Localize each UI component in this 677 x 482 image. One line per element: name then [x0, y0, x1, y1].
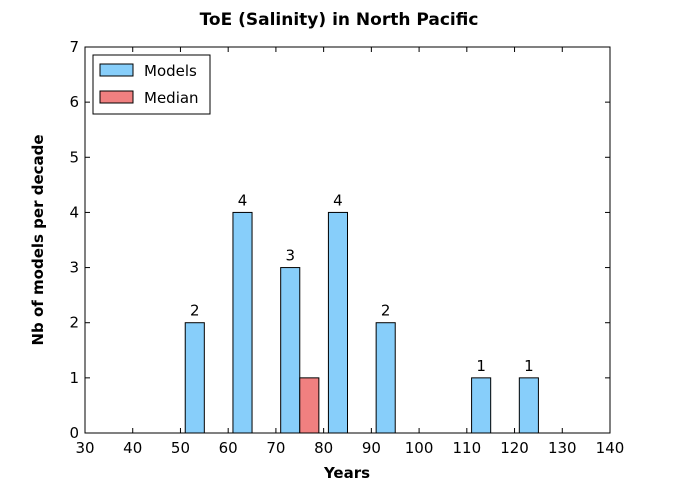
x-tick-label: 120	[500, 439, 529, 457]
y-tick-label: 6	[69, 93, 79, 111]
x-tick-label: 40	[123, 439, 142, 457]
bar-models-0	[184, 322, 205, 434]
x-tick-label: 110	[452, 439, 481, 457]
y-axis-ticks: 0 1 2 3 4 5 6 7	[69, 38, 610, 442]
data-label-models-3: 4	[333, 191, 343, 209]
legend-swatch-models	[99, 63, 134, 77]
bar-models-5	[471, 377, 492, 434]
y-tick-label: 4	[69, 203, 79, 221]
y-tick-label: 5	[69, 148, 79, 166]
bar-models-2	[280, 267, 301, 434]
x-tick-label: 90	[362, 439, 381, 457]
y-tick-label: 3	[69, 259, 79, 277]
x-tick-label: 140	[596, 439, 625, 457]
y-tick-label: 1	[69, 369, 79, 387]
x-tick-label: 50	[171, 439, 190, 457]
chart-title: ToE (Salinity) in North Pacific	[200, 10, 479, 30]
data-label-models-4: 2	[381, 302, 391, 320]
data-label-models-6: 1	[524, 357, 534, 375]
y-tick-label: 7	[69, 38, 79, 56]
y-axis-label: Nb of models per decade	[29, 134, 47, 345]
bar-models-3	[327, 211, 348, 434]
bar-models-4	[375, 322, 396, 434]
legend-swatch-median	[99, 90, 134, 104]
y-tick-label: 0	[69, 424, 79, 442]
x-tick-label: 70	[266, 439, 285, 457]
data-label-models-5: 1	[476, 357, 486, 375]
data-label-models-2: 3	[285, 247, 295, 265]
bar-models-6	[518, 377, 539, 434]
x-tick-label: 130	[548, 439, 577, 457]
x-tick-label: 100	[405, 439, 434, 457]
x-tick-label: 80	[314, 439, 333, 457]
x-axis-ticks: 30 40 50 60 70 80 90 100 110 120 130 140	[75, 47, 624, 457]
data-label-models-1: 4	[238, 191, 248, 209]
bars-group: 2 4 3 4 2 1 1	[184, 191, 539, 434]
x-tick-label: 60	[219, 439, 238, 457]
bar-median-0	[299, 377, 320, 434]
x-tick-label: 30	[75, 439, 94, 457]
legend-label-median: Median	[144, 89, 199, 107]
y-tick-label: 2	[69, 314, 79, 332]
legend-label-models: Models	[144, 62, 197, 80]
data-label-models-0: 2	[190, 302, 200, 320]
legend: Models Median	[92, 54, 211, 115]
x-axis-label: Years	[323, 464, 370, 482]
bar-models-1	[232, 211, 253, 434]
